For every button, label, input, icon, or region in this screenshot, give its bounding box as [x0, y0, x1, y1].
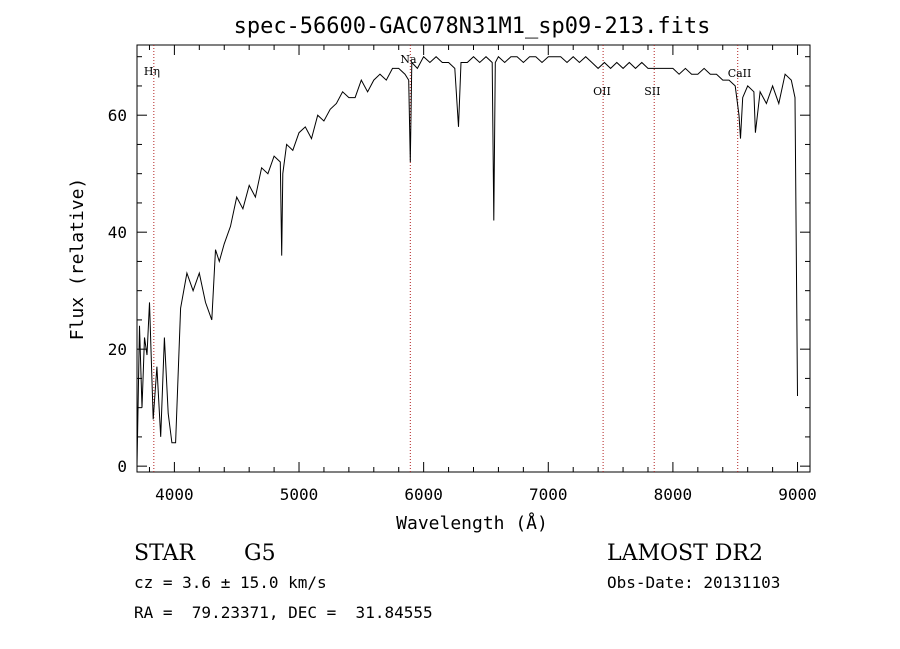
x-tick-label: 6000 — [404, 485, 443, 504]
object-type: STAR — [134, 541, 195, 566]
y-tick-label: 20 — [108, 340, 127, 359]
x-tick-label: 9000 — [778, 485, 817, 504]
spectral-line-label: SII — [644, 85, 660, 98]
spectral-line-label: CaII — [728, 67, 752, 80]
x-tick-label: 7000 — [529, 485, 568, 504]
y-tick-label: 60 — [108, 106, 127, 125]
spectrum-chart: spec-56600-GAC078N31M1_sp09-213.fits Hη N… — [67, 14, 817, 534]
x-tick-label: 8000 — [654, 485, 693, 504]
y-axis-label: Flux (relative) — [67, 178, 88, 341]
x-axis-label: Wavelength (Å) — [396, 512, 548, 534]
y-tick-label: 40 — [108, 223, 127, 242]
observation-date: Obs-Date: 20131103 — [607, 573, 781, 592]
spectral-line-label: OII — [593, 85, 611, 98]
spectral-line-markers: Hη Na OII SII CaII — [144, 45, 752, 472]
x-tick-label: 4000 — [155, 485, 194, 504]
chart-title: spec-56600-GAC078N31M1_sp09-213.fits — [234, 14, 711, 39]
redshift-cz: cz = 3.6 ± 15.0 km/s — [134, 573, 327, 592]
coordinates: RA = 79.23371, DEC = 31.84555 — [134, 603, 433, 622]
spectral-subclass: G5 — [244, 541, 276, 566]
spectral-line-label: Na — [400, 53, 417, 66]
axis-ticks: 4000 5000 6000 7000 8000 9000 0 20 40 60 — [108, 45, 817, 504]
spectrum-series-line — [136, 55, 798, 467]
y-tick-label: 0 — [117, 457, 127, 476]
x-tick-label: 5000 — [280, 485, 319, 504]
spectral-line-label: Hη — [144, 65, 160, 78]
survey-name: LAMOST DR2 — [607, 541, 763, 566]
plot-frame — [136, 44, 811, 473]
